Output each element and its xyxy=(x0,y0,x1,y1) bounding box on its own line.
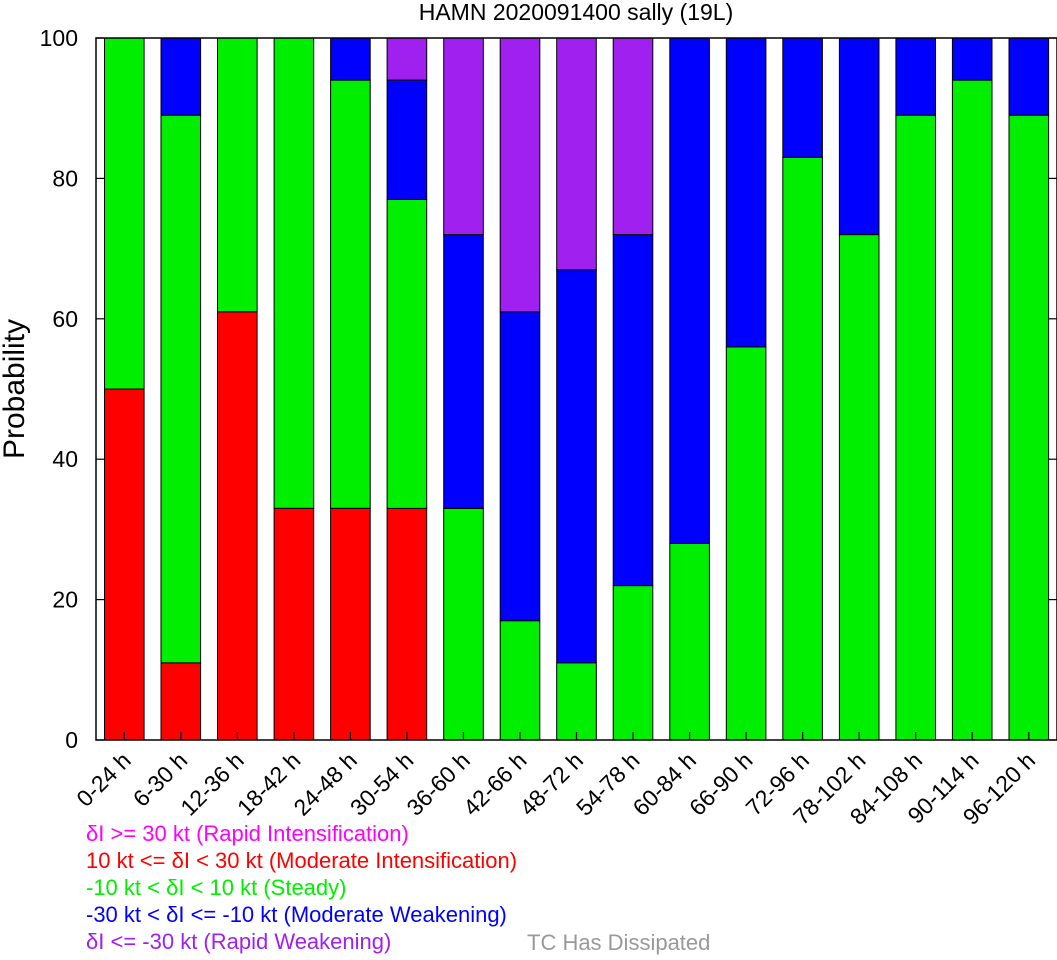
bar-moderate-weakening-5 xyxy=(386,79,428,200)
bar-steady-6 xyxy=(443,507,484,741)
bar-moderate-weakening-9 xyxy=(612,234,654,587)
bar-moderate-weakening-15 xyxy=(951,37,993,81)
x-tick-label: 0-24 h xyxy=(71,747,136,812)
plot-frame xyxy=(95,37,1057,741)
legend-steady: -10 kt < δI < 10 kt (Steady) xyxy=(86,875,347,900)
bar-steady-12 xyxy=(782,156,823,741)
bar-steady-4 xyxy=(330,79,371,509)
bar-moderate-weakening-14 xyxy=(895,37,937,116)
bar-steady-14 xyxy=(895,114,937,741)
bar-moderate-weakening-13 xyxy=(838,37,880,236)
y-tick-label: 20 xyxy=(52,587,78,613)
bar-moderate-weakening-4 xyxy=(330,37,371,81)
x-tick-label: 12-36 h xyxy=(175,747,249,821)
bar-moderate-intensification-2 xyxy=(217,311,258,741)
bar-rapid-weakening-9 xyxy=(612,37,654,236)
bar-moderate-intensification-5 xyxy=(386,507,428,741)
bar-rapid-weakening-8 xyxy=(556,37,597,271)
y-tick-label: 60 xyxy=(52,306,78,332)
bar-moderate-intensification-4 xyxy=(330,507,371,741)
bar-moderate-weakening-11 xyxy=(725,37,767,348)
bar-steady-1 xyxy=(160,114,202,664)
bar-steady-13 xyxy=(838,234,880,741)
bar-moderate-weakening-10 xyxy=(669,37,710,544)
y-tick-label: 100 xyxy=(40,25,78,51)
bar-moderate-weakening-8 xyxy=(556,269,597,664)
bar-steady-5 xyxy=(386,199,428,509)
tc-dissipated-label: TC Has Dissipated xyxy=(527,930,711,955)
y-tick-label: 80 xyxy=(52,165,78,191)
bar-steady-15 xyxy=(951,79,993,741)
bar-steady-9 xyxy=(612,585,654,741)
legend-rapid-weakening: δI <= -30 kt (Rapid Weakening) xyxy=(86,929,392,954)
bar-moderate-weakening-6 xyxy=(443,234,484,509)
y-tick-label: 0 xyxy=(65,727,78,753)
bar-moderate-weakening-16 xyxy=(1008,37,1050,116)
x-axis: 0-24 h6-30 h12-36 h18-42 h24-48 h30-54 h… xyxy=(71,732,1040,830)
bar-steady-8 xyxy=(556,662,597,741)
y-tick-label: 40 xyxy=(52,446,78,472)
bars-group xyxy=(104,37,1050,741)
bar-moderate-intensification-3 xyxy=(273,507,315,741)
bar-steady-16 xyxy=(1008,114,1050,741)
x-tick-label: 36-60 h xyxy=(401,747,475,821)
chart-title: HAMN 2020091400 sally (19L) xyxy=(419,0,734,25)
legend-moderate-intensification: 10 kt <= δI < 30 kt (Moderate Intensific… xyxy=(86,848,518,873)
y-axis: 0 20 40 60 80 100 xyxy=(40,25,1057,753)
bar-steady-10 xyxy=(669,542,710,741)
legend-moderate-weakening: -30 kt < δI <= -10 kt (Moderate Weakenin… xyxy=(86,902,507,927)
bar-steady-7 xyxy=(499,620,541,741)
bar-steady-2 xyxy=(217,37,258,313)
bar-rapid-weakening-5 xyxy=(386,37,428,81)
bar-moderate-intensification-0 xyxy=(104,388,145,741)
bar-moderate-weakening-1 xyxy=(160,37,202,116)
y-axis-label: Probability xyxy=(0,319,31,459)
bar-rapid-weakening-7 xyxy=(499,37,541,313)
bar-steady-0 xyxy=(104,37,145,390)
x-tick-label: 54-78 h xyxy=(571,747,645,821)
bar-steady-11 xyxy=(725,346,767,741)
bar-moderate-intensification-1 xyxy=(160,662,202,741)
bar-steady-3 xyxy=(273,37,315,509)
bar-moderate-weakening-12 xyxy=(782,37,823,158)
bar-rapid-weakening-6 xyxy=(443,37,484,236)
legend-rapid-intensification: δI >= 30 kt (Rapid Intensification) xyxy=(86,821,409,846)
bar-moderate-weakening-7 xyxy=(499,311,541,622)
